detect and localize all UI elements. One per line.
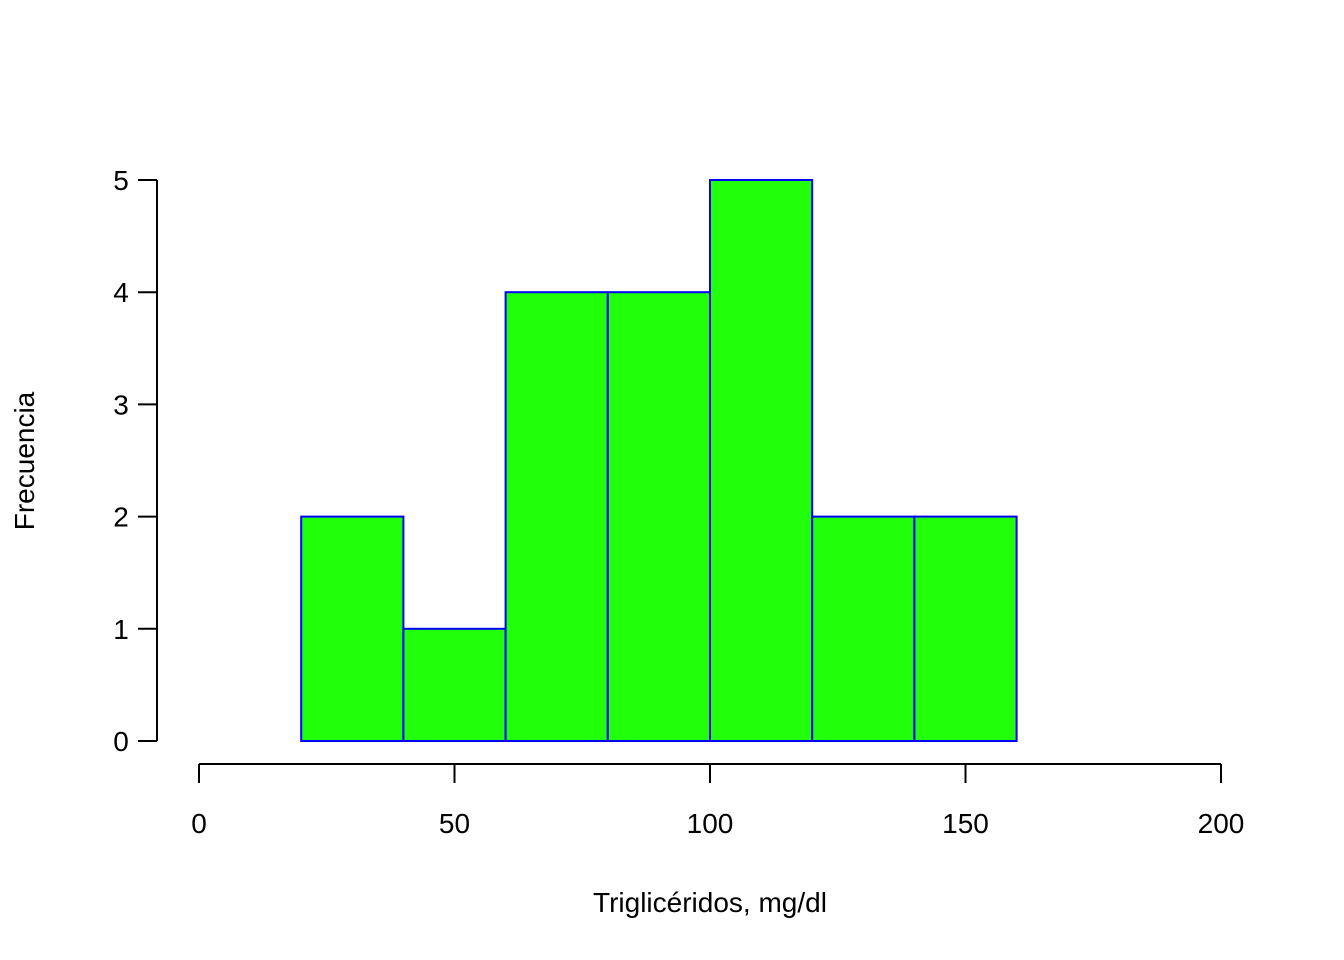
x-axis-title: Triglicéridos, mg/dl — [593, 887, 827, 918]
y-axis: 0 1 2 3 4 5 — [113, 165, 158, 757]
y-tick-label: 5 — [113, 165, 129, 196]
y-tick-label: 1 — [113, 614, 129, 645]
y-tick-label: 2 — [113, 502, 129, 533]
histogram-bars — [300, 179, 1018, 742]
x-tick-label: 50 — [439, 808, 470, 839]
x-tick-label: 100 — [687, 808, 734, 839]
histogram-bar — [402, 627, 507, 742]
histogram-bar — [811, 515, 916, 742]
histogram-bar — [709, 179, 814, 742]
y-axis-title: Frecuencia — [9, 391, 40, 530]
histogram-bar — [300, 515, 405, 742]
histogram-bar — [606, 291, 711, 742]
x-axis: 0 50 100 150 200 — [191, 763, 1245, 839]
histogram-bar — [913, 515, 1018, 742]
y-tick-label: 0 — [113, 726, 129, 757]
y-tick-label: 3 — [113, 389, 129, 420]
x-tick-label: 0 — [191, 808, 207, 839]
histogram-bar — [504, 291, 609, 742]
x-tick-label: 150 — [942, 808, 989, 839]
x-tick-label: 200 — [1198, 808, 1245, 839]
y-tick-label: 4 — [113, 277, 129, 308]
